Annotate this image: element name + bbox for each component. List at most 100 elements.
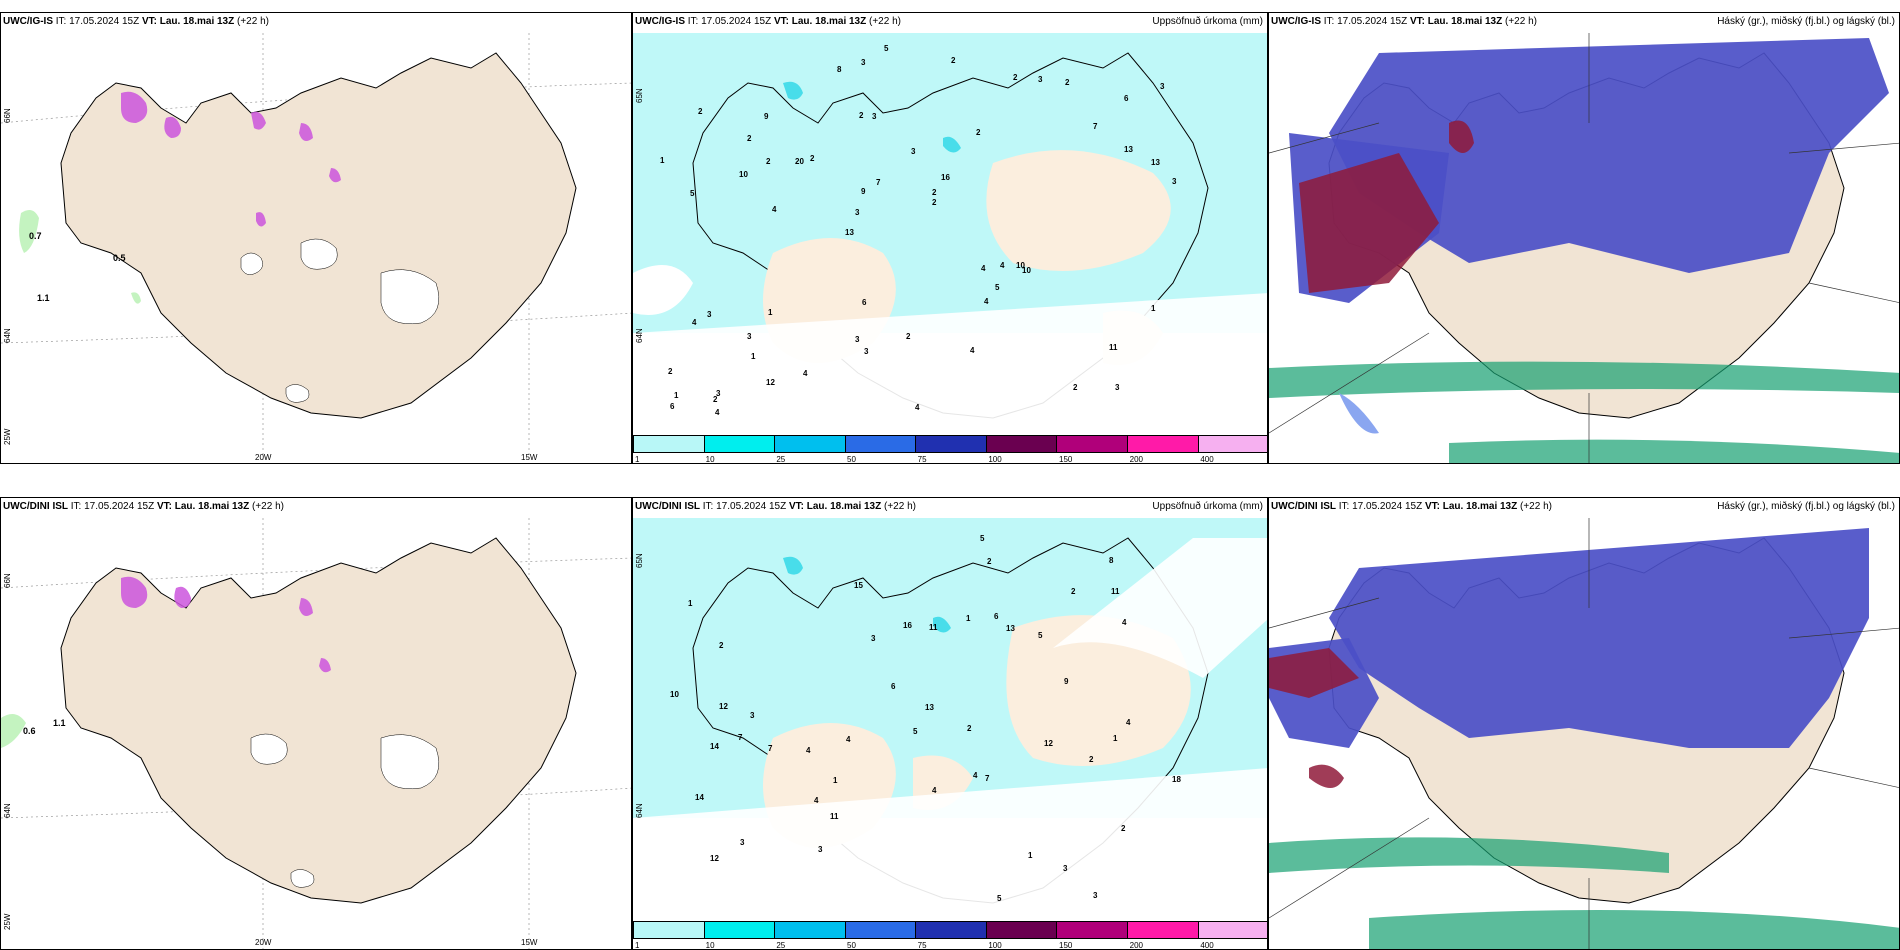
- colorbar-swatch: [775, 436, 846, 452]
- precip-value-label: 5: [884, 44, 889, 53]
- precip-value-label: 5: [980, 534, 985, 543]
- lat-label-65n: 65N: [635, 553, 644, 568]
- precip-value-label: 2: [713, 395, 718, 404]
- precip-value-label: 3: [1160, 82, 1165, 91]
- precip-value-label: 14: [710, 742, 719, 751]
- colorbar-label: 10: [705, 455, 715, 464]
- colorbar-swatch: [1127, 922, 1199, 938]
- precip-value-label: 3: [911, 147, 916, 156]
- panel-bottom-right: UWC/DINI ISL IT: 17.05.2024 15Z VT: Lau.…: [1268, 497, 1900, 950]
- panel-header: UWC/IG-IS IT: 17.05.2024 15Z VT: Lau. 18…: [635, 16, 901, 27]
- panel-top-right: UWC/IG-IS IT: 17.05.2024 15Z VT: Lau. 18…: [1268, 12, 1900, 464]
- colorbar-label: 400: [1200, 455, 1214, 464]
- precip-value-label: 5: [997, 894, 1002, 903]
- precip-title: Uppsöfnuð úrkoma (mm): [1152, 16, 1263, 27]
- colorbar-label: 25: [776, 941, 786, 950]
- panel-header: UWC/IG-IS IT: 17.05.2024 15Z VT: Lau. 18…: [1271, 16, 1537, 27]
- precip-value-label: 4: [1122, 618, 1127, 627]
- precip-value-label: 3: [707, 310, 712, 319]
- colorbar-label: 100: [988, 941, 1002, 950]
- precip-value-label: 11: [830, 812, 839, 821]
- colorbar-label: 150: [1059, 941, 1073, 950]
- precip-value-label: 3: [750, 711, 755, 720]
- precip-value-label: 4: [1126, 718, 1131, 727]
- precip-value-label: 2: [951, 56, 956, 65]
- wind-value: 1.1: [53, 718, 66, 728]
- precip-value-label: 3: [747, 332, 752, 341]
- precip-value-label: 2: [698, 107, 703, 116]
- precip-value-label: 10: [1022, 266, 1031, 275]
- precip-value-label: 1: [1028, 851, 1033, 860]
- colorbar-swatch: [1057, 436, 1128, 452]
- precip-value-label: 1: [660, 156, 665, 165]
- cloud-map: [1269, 518, 1899, 949]
- colorbar-swatch: [634, 922, 705, 938]
- precip-value-label: 5: [1038, 631, 1043, 640]
- precip-value-label: 7: [985, 774, 990, 783]
- precip-value-label: 3: [1063, 864, 1068, 873]
- precip-value-label: 1: [768, 308, 773, 317]
- precip-value-label: 1: [751, 352, 756, 361]
- precip-value-label: 5: [913, 727, 918, 736]
- precip-value-label: 3: [872, 112, 877, 121]
- lon-label-15w: 15W: [521, 453, 538, 462]
- precip-value-label: 8: [837, 65, 842, 74]
- precip-value-label: 14: [695, 793, 704, 802]
- lat-label-66n: 66N: [3, 573, 12, 588]
- colorbar-label: 75: [917, 455, 927, 464]
- precip-value-label: 6: [670, 402, 675, 411]
- colorbar-label: 1: [635, 941, 640, 950]
- precip-value-label: 16: [941, 173, 950, 182]
- iceland-landmass: [60, 52, 577, 419]
- precip-value-label: 3: [740, 838, 745, 847]
- colorbar-swatch: [845, 436, 917, 452]
- precip-value-label: 3: [1093, 891, 1098, 900]
- precip-value-label: 3: [1172, 177, 1177, 186]
- precip-value-label: 4: [814, 796, 819, 805]
- precip-value-label: 2: [1121, 824, 1126, 833]
- precip-map: [633, 33, 1267, 463]
- precip-value-label: 4: [984, 297, 989, 306]
- panel-bottom-left: UWC/DINI ISL IT: 17.05.2024 15Z VT: Lau.…: [0, 497, 632, 950]
- precip-value-label: 4: [970, 346, 975, 355]
- precip-value-label: 1: [1113, 734, 1118, 743]
- precip-value-label: 11: [1111, 587, 1120, 596]
- precip-value-label: 12: [766, 378, 775, 387]
- precip-value-label: 2: [719, 641, 724, 650]
- lat-label-66n: 66N: [3, 108, 12, 123]
- precip-value-label: 4: [772, 205, 777, 214]
- wind-value: 0.5: [113, 253, 126, 263]
- precip-value-label: 2: [859, 111, 864, 120]
- precip-value-label: 4: [806, 746, 811, 755]
- colorbar-label: 1: [635, 455, 640, 464]
- wind-value: 0.7: [29, 231, 42, 241]
- precip-colorbar: [633, 921, 1267, 939]
- precip-value-label: 2: [987, 557, 992, 566]
- lat-label-64n: 64N: [635, 803, 644, 818]
- precip-value-label: 9: [861, 187, 866, 196]
- colorbar-swatch: [916, 436, 987, 452]
- panel-header: UWC/DINI ISL IT: 17.05.2024 15Z VT: Lau.…: [635, 501, 916, 512]
- colorbar-label: 400: [1200, 941, 1214, 950]
- precip-value-label: 4: [803, 369, 808, 378]
- colorbar-swatch: [1198, 922, 1267, 938]
- precip-value-label: 6: [862, 298, 867, 307]
- cloud-title: Háský (gr.), miðský (fj.bl.) og lágský (…: [1717, 16, 1895, 27]
- precip-value-label: 2: [1089, 755, 1094, 764]
- colorbar-label: 25: [776, 455, 786, 464]
- precip-value-label: 12: [719, 702, 728, 711]
- precip-value-label: 9: [764, 112, 769, 121]
- colorbar-label: 75: [917, 941, 927, 950]
- precip-value-label: 6: [1124, 94, 1129, 103]
- precip-value-label: 2: [1065, 78, 1070, 87]
- precip-value-label: 9: [1064, 677, 1069, 686]
- precip-value-label: 4: [973, 771, 978, 780]
- precip-value-label: 5: [690, 189, 695, 198]
- precip-value-label: 2: [976, 128, 981, 137]
- precip-value-label: 7: [738, 733, 743, 742]
- precip-value-label: 3: [855, 335, 860, 344]
- precip-value-label: 5: [995, 283, 1000, 292]
- precip-value-label: 3: [1038, 75, 1043, 84]
- precip-value-label: 8: [1109, 556, 1114, 565]
- colorbar-swatch: [634, 436, 705, 452]
